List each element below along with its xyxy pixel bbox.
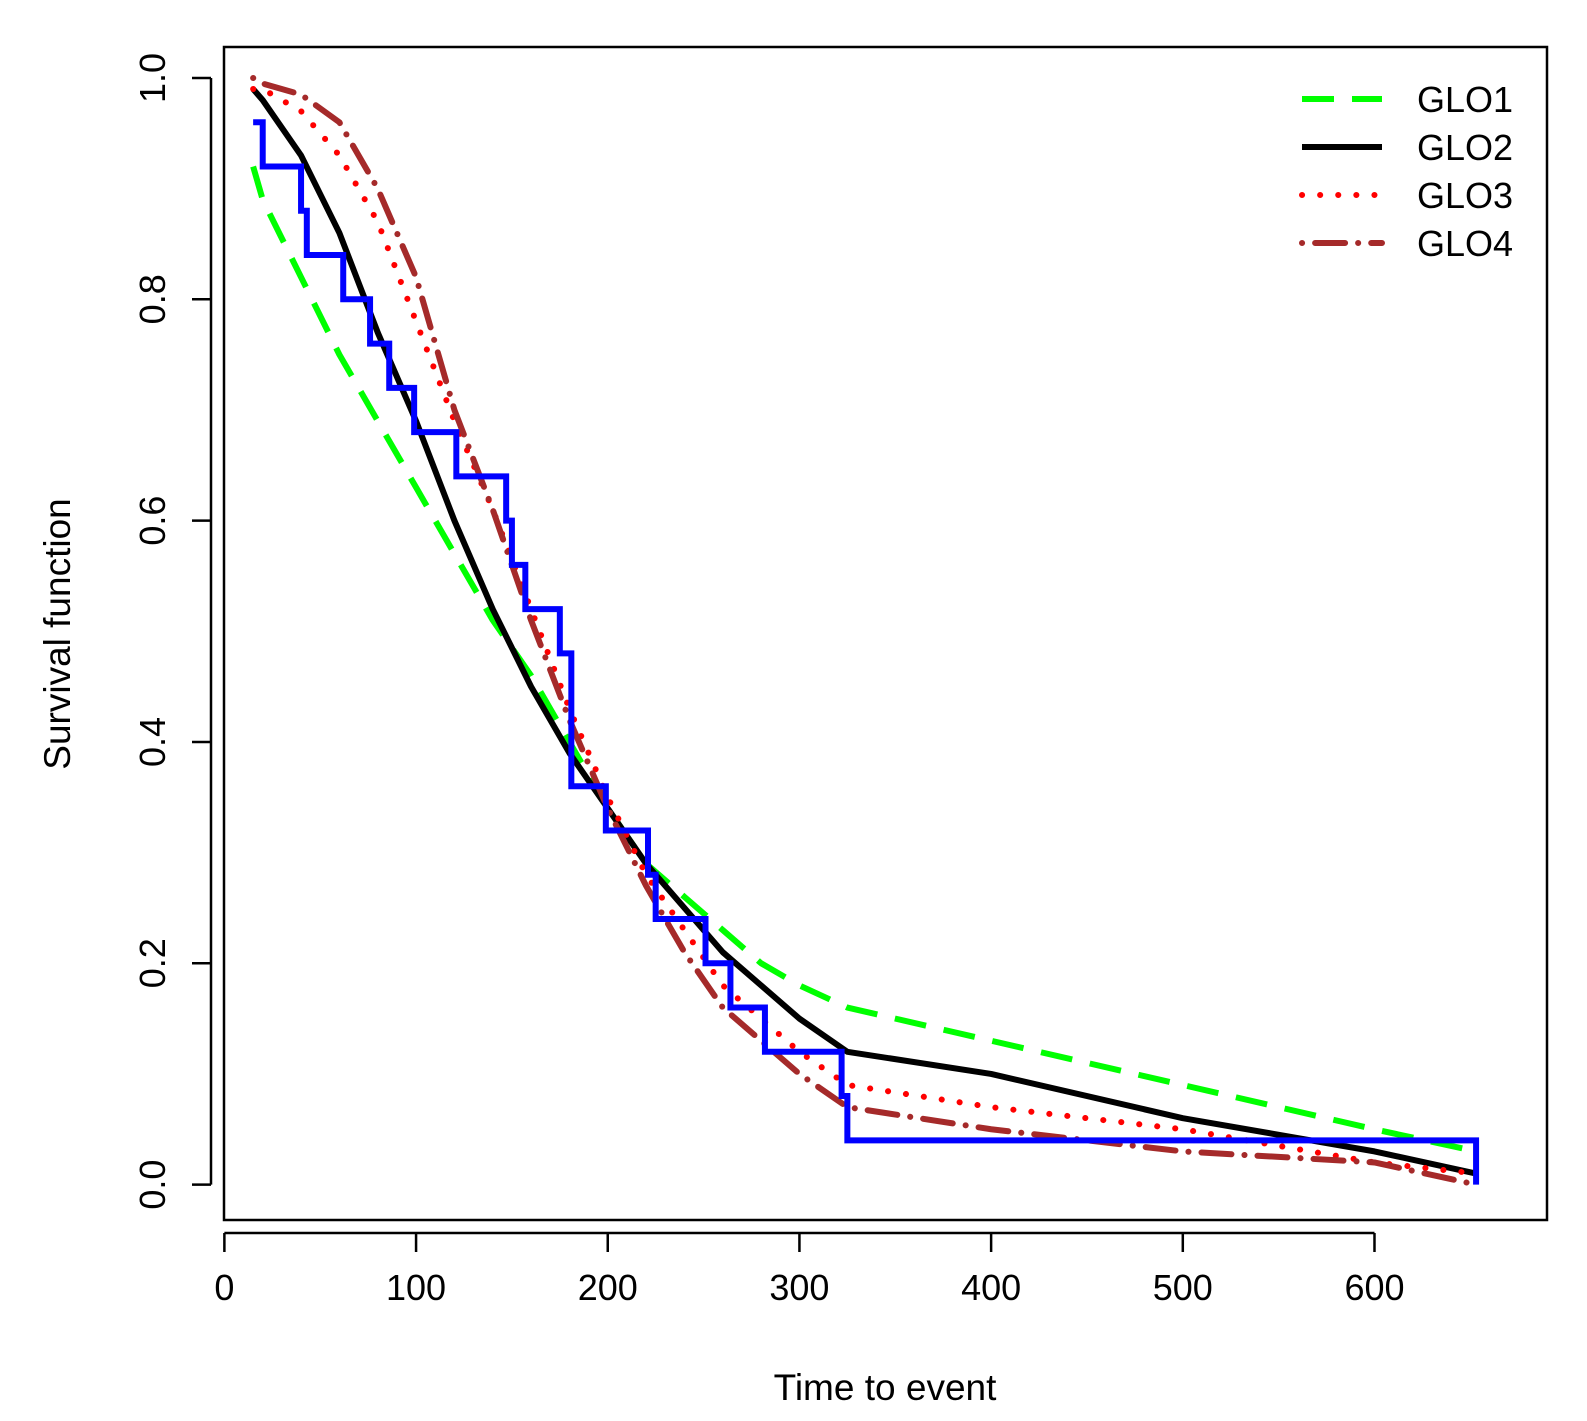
- y-tick-label: 1.0: [132, 53, 173, 103]
- series-line-kaplan-meier: [253, 119, 1480, 1185]
- plot-frame: [222, 45, 1549, 1222]
- x-tick-label: 300: [769, 1267, 829, 1308]
- legend: GLO1 GLO2 GLO3 GLO4: [1299, 79, 1513, 264]
- y-tick-label: 0.6: [132, 496, 173, 546]
- x-tick-label: 500: [1153, 1267, 1213, 1308]
- y-axis-title: Survival function: [37, 498, 78, 769]
- x-axis: 0 100 200 300 400 500 600: [214, 1231, 1405, 1308]
- series-curves: [250, 74, 1480, 1188]
- y-tick-label: 0.0: [132, 1160, 173, 1210]
- x-tick-label: 200: [578, 1267, 638, 1308]
- x-tick-label: 0: [214, 1267, 234, 1308]
- y-axis: 0.0 0.2 0.4 0.6 0.8 1.0: [132, 53, 213, 1210]
- legend-label-glo2: GLO2: [1417, 127, 1513, 168]
- y-tick-label: 0.8: [132, 274, 173, 324]
- legend-label-glo4: GLO4: [1417, 223, 1513, 264]
- x-tick-label: 600: [1344, 1267, 1404, 1308]
- x-tick-label: 400: [961, 1267, 1021, 1308]
- y-tick-label: 0.2: [132, 938, 173, 988]
- series-line-glo3: [250, 86, 1480, 1177]
- series-line-glo4: [250, 74, 1480, 1188]
- legend-label-glo1: GLO1: [1417, 79, 1513, 120]
- y-tick-label: 0.4: [132, 717, 173, 767]
- x-tick-label: 100: [386, 1267, 446, 1308]
- legend-label-glo3: GLO3: [1417, 175, 1513, 216]
- x-axis-title: Time to event: [774, 1367, 997, 1408]
